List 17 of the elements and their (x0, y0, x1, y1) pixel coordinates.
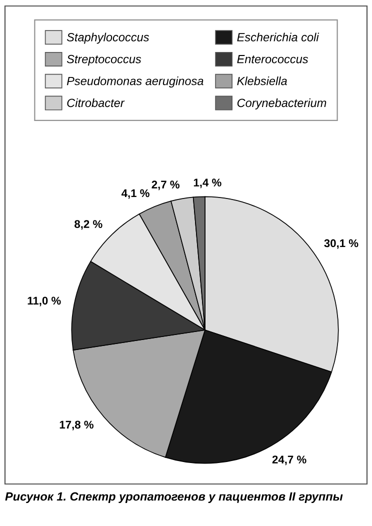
data-label: 1,4 % (194, 178, 222, 188)
legend-label: Citrobacter (67, 98, 125, 108)
data-label: 17,8 % (60, 420, 94, 430)
legend-label: Streptococcus (66, 54, 142, 66)
data-label: 30,1 % (324, 239, 358, 249)
legend-label: Escherichia coli (237, 32, 320, 42)
data-label: 2,7 % (152, 180, 180, 190)
legend-label: Corynebacterium (237, 98, 326, 110)
data-label: 11,0 % (28, 296, 61, 306)
legend-label: Klebsiella (237, 76, 287, 86)
text: Рисунок 1. Спектр уропатогенов у пациентов II группы (5, 492, 343, 504)
data-label: 4,1 % (121, 189, 150, 199)
legend-label: Enterococcus (237, 55, 308, 64)
legend-label: Staphylococcus (66, 32, 150, 44)
data-label: 8,2 % (74, 220, 102, 230)
data-label: 24,7 % (272, 456, 306, 466)
legend-label: Pseudomonas aeruginosa (66, 76, 204, 88)
